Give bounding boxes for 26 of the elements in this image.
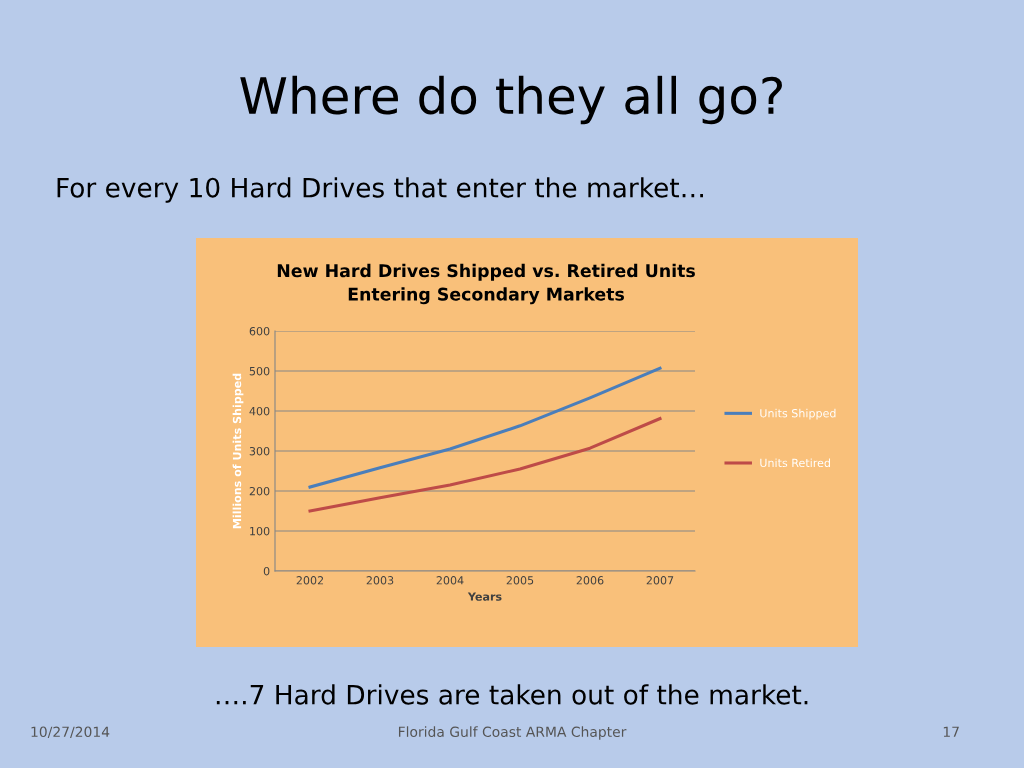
text: 17 [943,726,959,737]
y-tick-label: 100 [250,526,270,536]
x-tick-label: 2003 [366,576,394,585]
x-tick-label: 2005 [506,576,534,585]
chart-title: New Hard Drives Shipped vs. Retired Units Entering Secondary Markets [277,263,695,305]
x-tick-label: 2006 [576,576,604,585]
legend-label: Units Shipped [760,408,836,420]
y-tick-label: 400 [249,406,270,416]
y-tick-label: 300 [249,446,270,456]
line-series [308,366,662,489]
text: Florida Gulf Coast ARMA Chapter [398,726,627,740]
text: For every 10 Hard Drives that enter the market… [57,177,703,203]
y-tick-label: 200 [249,486,270,496]
x-tick-label: 2007 [646,576,674,585]
text: ….7 Hard Drives are taken out of the market. [216,684,808,705]
text: 10/27/2014 [31,726,110,739]
y-axis-title: Millions of Units Shipped [232,373,244,529]
line-series [308,417,662,513]
x-tick-label: 2002 [296,576,324,585]
y-tick-label: 500 [249,366,270,376]
x-tick-label: 2004 [436,576,464,585]
legend-label: Units Retired [760,458,830,468]
text: Where do they all go? [240,75,782,125]
y-tick-label: 600 [249,326,270,336]
x-axis-title: Years [467,592,502,601]
y-tick-label: 0 [263,566,270,576]
